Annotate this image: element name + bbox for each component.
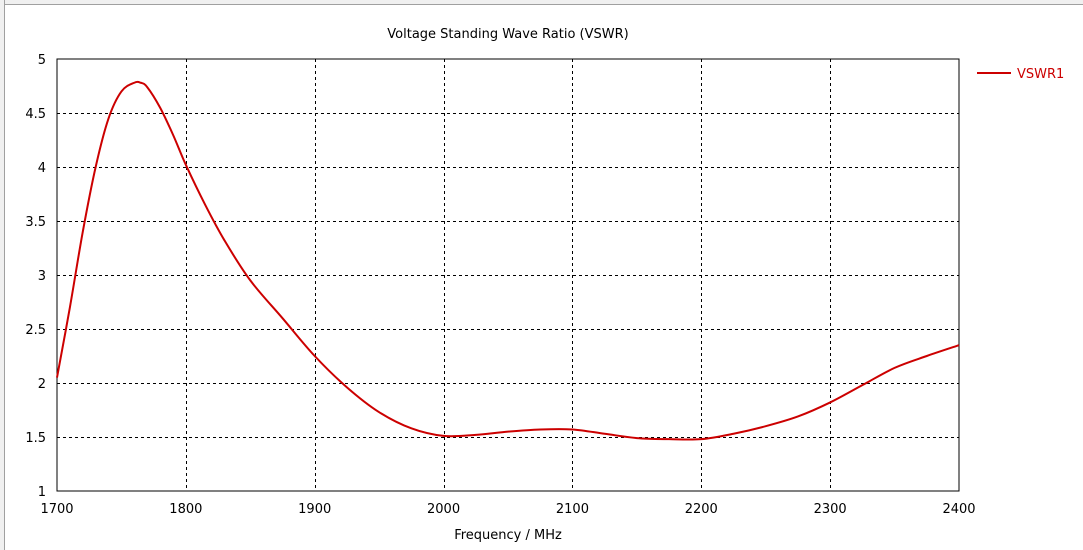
legend-label-vswr1: VSWR1 <box>1017 67 1064 82</box>
x-axis-label: Frequency / MHz <box>454 528 562 543</box>
y-tick-label: 2.5 <box>25 323 46 338</box>
y-tick-label: 3 <box>38 269 46 284</box>
x-tick-label: 2100 <box>556 502 589 517</box>
y-tick-label: 2 <box>38 377 46 392</box>
window-left-border <box>0 0 5 550</box>
y-tick-label: 4 <box>38 161 46 176</box>
grid <box>57 59 959 491</box>
x-tick-label: 2400 <box>942 502 975 517</box>
x-tick-label: 2000 <box>427 502 460 517</box>
y-axis-ticks: 1 1.5 2 2.5 3 3.5 4 4.5 5 <box>25 53 46 500</box>
legend: VSWR1 <box>977 67 1064 82</box>
series-layer <box>56 80 960 441</box>
window-top-border <box>0 0 1083 5</box>
y-tick-label: 1 <box>38 485 46 500</box>
x-tick-label: 1800 <box>169 502 202 517</box>
plot-area <box>56 58 960 492</box>
y-tick-label: 5 <box>38 53 46 68</box>
x-tick-label: 1700 <box>40 502 73 517</box>
x-tick-label: 2200 <box>685 502 718 517</box>
y-tick-label: 4.5 <box>25 107 46 122</box>
x-axis-ticks: 1700 1800 1900 2000 2100 2200 2300 2400 <box>40 502 975 517</box>
y-tick-label: 3.5 <box>25 215 46 230</box>
chart-title: Voltage Standing Wave Ratio (VSWR) <box>387 27 628 42</box>
x-tick-label: 1900 <box>298 502 331 517</box>
x-tick-label: 2300 <box>814 502 847 517</box>
y-tick-label: 1.5 <box>25 431 46 446</box>
series-line-vswr1 <box>56 80 960 441</box>
